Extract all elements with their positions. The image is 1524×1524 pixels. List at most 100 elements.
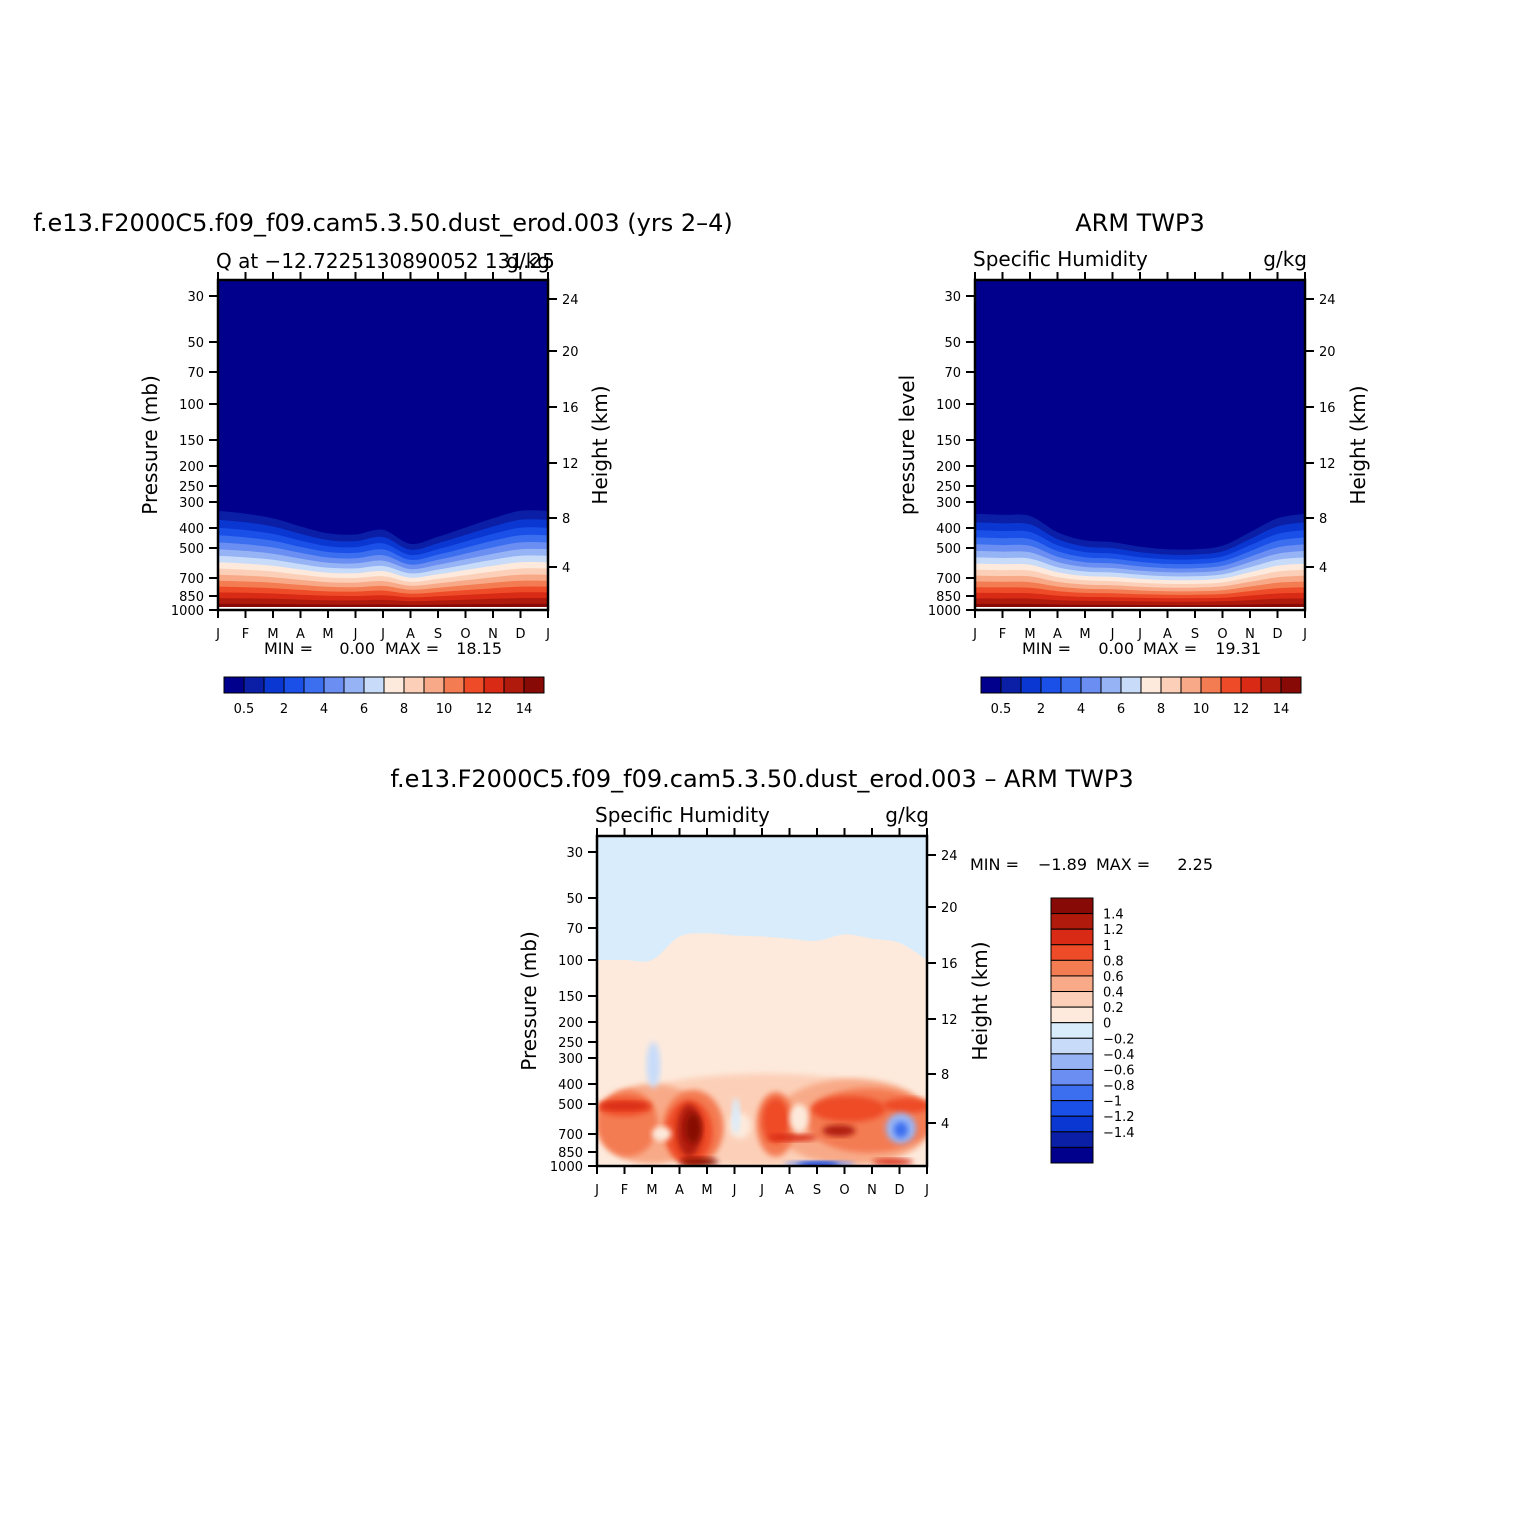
- panel-diff-ylabel-right: Height (km): [968, 941, 992, 1060]
- x-tick-label: O: [839, 1183, 849, 1198]
- x-tick-label: A: [1053, 627, 1062, 642]
- panel-model-height-ticks: 24 20 16 12 8 4: [548, 293, 579, 576]
- y-tick-label: 150: [558, 990, 583, 1005]
- x-tick-label: J: [1302, 627, 1307, 642]
- colorbar-swatch: [980, 676, 1002, 694]
- height-tick-label: 20: [1319, 345, 1336, 360]
- panel-model-title: f.e13.F2000C5.f09_f09.cam5.3.50.dust_ero…: [33, 209, 733, 237]
- panel-obs-title: ARM TWP3: [1075, 209, 1205, 237]
- colorbar-swatch: [1050, 1115, 1094, 1133]
- x-tick-label: F: [621, 1183, 628, 1198]
- panel-obs-colorbar: 0.5 2 4 6 8 10 12 14: [980, 676, 1302, 717]
- panel-diff-height-ticks: 24 20 16 12 8 4: [927, 849, 958, 1132]
- contour-band: [652, 1126, 672, 1142]
- x-tick-label: O: [1217, 627, 1227, 642]
- y-tick-label: 100: [179, 398, 204, 413]
- panel-model-colorbar: 0.5 2 4 6 8 10 12 14: [223, 676, 545, 717]
- colorbar-swatch: [1180, 676, 1202, 694]
- y-tick-label: 30: [944, 290, 961, 305]
- height-tick-label: 24: [562, 293, 579, 308]
- colorbar-label: 0: [1103, 1017, 1111, 1032]
- panel-model-units: g/kg: [506, 249, 550, 273]
- height-tick-label: 4: [1319, 561, 1327, 576]
- x-tick-label: M: [1079, 627, 1090, 642]
- colorbar-swatch: [263, 676, 285, 694]
- colorbar-swatch: [1050, 1037, 1094, 1055]
- colorbar-label: 10: [1193, 702, 1210, 717]
- colorbar-swatch: [443, 676, 465, 694]
- x-tick-label: J: [759, 1183, 764, 1198]
- colorbar-swatch: [303, 676, 325, 694]
- x-tick-label: M: [701, 1183, 712, 1198]
- colorbar-label: 1.2: [1103, 923, 1124, 938]
- y-tick-label: 250: [936, 480, 961, 495]
- contour-band: [872, 1158, 914, 1166]
- negative-contour: [646, 1042, 661, 1088]
- colorbar-swatch: [1050, 1006, 1094, 1024]
- x-tick-label: A: [406, 627, 415, 642]
- y-tick-label: 500: [936, 542, 961, 557]
- contour-band: [811, 1096, 886, 1122]
- colorbar-swatch: [1050, 1053, 1094, 1070]
- colorbar-label: 4: [1077, 702, 1085, 717]
- x-tick-label: J: [353, 627, 358, 642]
- colorbar-swatch: [1050, 1100, 1094, 1117]
- y-tick-label: 700: [936, 572, 961, 587]
- y-tick-label: 70: [566, 922, 583, 937]
- surface-line: [218, 607, 548, 610]
- colorbar-label: −0.6: [1103, 1063, 1135, 1078]
- colorbar-swatch: [1050, 991, 1094, 1008]
- panel-diff-min-value: −1.89: [1038, 855, 1087, 874]
- y-tick-label: 100: [936, 398, 961, 413]
- y-tick-label: 70: [187, 366, 204, 381]
- panel-model-min-label: MIN =: [264, 639, 313, 658]
- panel-obs-min-value: 0.00: [1098, 639, 1134, 658]
- y-tick-label: 400: [936, 522, 961, 537]
- colorbar-swatch: [1050, 897, 1094, 915]
- colorbar-swatch: [463, 676, 485, 694]
- contour-band: [685, 1113, 702, 1144]
- colorbar-swatch: [1050, 1022, 1094, 1039]
- y-tick-label: 850: [179, 590, 204, 605]
- x-tick-label: S: [434, 627, 442, 642]
- x-tick-label: A: [675, 1183, 684, 1198]
- colorbar-swatch: [223, 676, 245, 694]
- height-tick-label: 24: [1319, 293, 1336, 308]
- colorbar-label: −0.4: [1103, 1048, 1135, 1063]
- negative-contour: [894, 1122, 908, 1138]
- colorbar-swatch: [1040, 676, 1062, 694]
- x-tick-label: N: [488, 627, 498, 642]
- panel-diff-ylabel: Pressure (mb): [517, 931, 541, 1071]
- y-tick-label: 200: [558, 1016, 583, 1031]
- colorbar-label: 0.6: [1103, 970, 1124, 985]
- y-tick-label: 250: [179, 480, 204, 495]
- panel-obs: ARM TWP3 Specific Humidity g/kg 30 50 70 10…: [895, 209, 1370, 717]
- panel-obs-subtitle: Specific Humidity: [973, 247, 1148, 271]
- panel-diff-max-label: MAX =: [1096, 855, 1150, 874]
- colorbar-swatch: [423, 676, 445, 694]
- y-tick-label: 200: [179, 460, 204, 475]
- colorbar-swatch: [403, 676, 425, 694]
- height-tick-label: 8: [1319, 512, 1327, 527]
- x-tick-label: F: [242, 627, 249, 642]
- colorbar-swatch: [503, 676, 525, 694]
- colorbar-swatch: [1050, 975, 1094, 993]
- x-tick-label: J: [972, 627, 977, 642]
- height-tick-label: 24: [941, 849, 958, 864]
- panel-diff: f.e13.F2000C5.f09_f09.cam5.3.50.dust_ero…: [390, 765, 1213, 1198]
- colorbar-label: 8: [1157, 702, 1165, 717]
- colorbar-swatch: [1050, 913, 1094, 930]
- colorbar-label: 12: [1233, 702, 1250, 717]
- panel-diff-contours: [597, 1042, 927, 1166]
- height-tick-label: 12: [941, 1013, 958, 1028]
- y-tick-label: 300: [936, 496, 961, 511]
- y-tick-label: 1000: [171, 604, 204, 619]
- colorbar-label: 8: [400, 702, 408, 717]
- y-tick-label: 850: [558, 1146, 583, 1161]
- x-tick-label: J: [924, 1183, 929, 1198]
- y-tick-label: 300: [558, 1052, 583, 1067]
